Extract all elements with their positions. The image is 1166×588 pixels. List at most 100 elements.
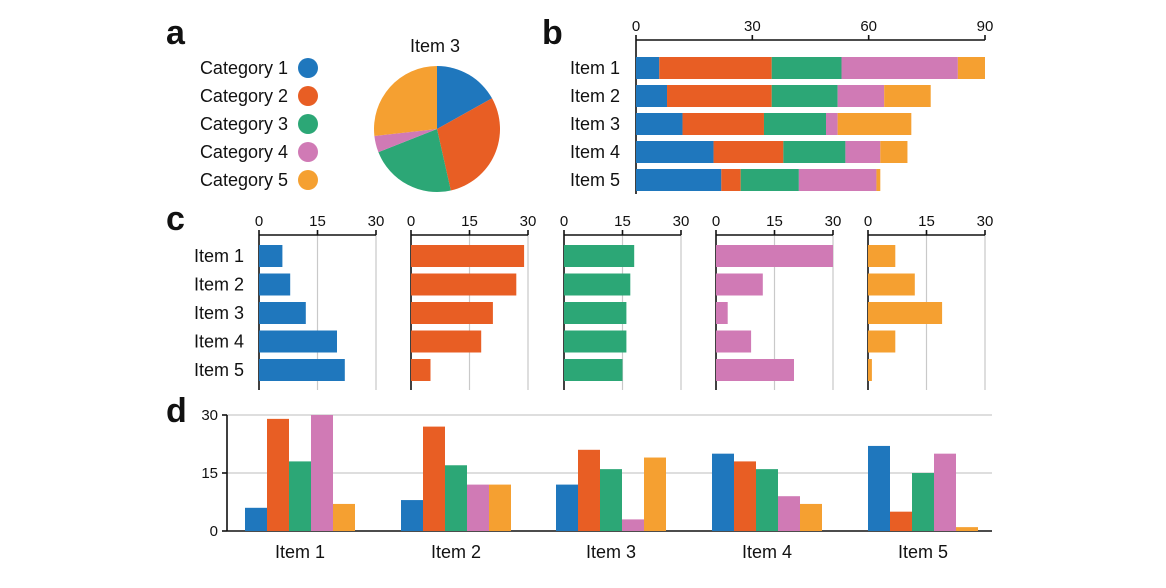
bar (956, 527, 978, 531)
bar (259, 302, 306, 324)
tick-label: 15 (614, 213, 631, 230)
panel-letter-d: d (166, 392, 187, 430)
legend-label: Category 5 (200, 170, 288, 190)
category-label: Item 2 (431, 542, 481, 562)
legend-label: Category 2 (200, 86, 288, 106)
bar (868, 245, 896, 267)
bar (716, 330, 752, 353)
panel-c-small-multiples: Item 1 Item 2 Item 3 Item 4 Item 5 0 15 30 0 15 30… (194, 213, 993, 390)
bar (716, 302, 728, 324)
category-label: Item 4 (570, 142, 620, 162)
bar (578, 449, 600, 531)
bar (716, 245, 833, 267)
small-multiple-panel: 0 15 30 (407, 213, 537, 390)
bar (259, 330, 337, 353)
category-label: Item 4 (194, 332, 244, 352)
bar (934, 453, 956, 531)
stacked-bar (876, 169, 881, 191)
bar (401, 500, 423, 531)
pie-slice (437, 66, 493, 129)
stacked-bar (636, 57, 660, 79)
bar (734, 461, 756, 531)
legend-label: Category 3 (200, 114, 288, 134)
category-label: Item 5 (898, 542, 948, 562)
bar (259, 273, 291, 296)
category-label: Item 3 (570, 114, 620, 134)
legend-swatch (298, 170, 318, 190)
category-label: Item 1 (194, 246, 244, 266)
pie-slice (374, 129, 437, 153)
panel-b-stacked-bars: 0 30 60 90 Item 1 Item 2 Item 3 Item 4 Item 5 (570, 18, 993, 194)
stacked-bar (740, 169, 799, 191)
panel-d-grouped-bars: 0 15 30 Item 1 Item 2 Item 3 Item 4 Item 5 (201, 407, 992, 562)
bar (564, 302, 627, 324)
legend-swatch (298, 142, 318, 162)
tick-label: 30 (520, 213, 537, 230)
stacked-bar (636, 85, 668, 107)
bar (716, 273, 763, 296)
tick-label: 0 (632, 18, 640, 35)
bar (289, 461, 311, 531)
bar (333, 503, 355, 531)
category-label: Item 3 (586, 542, 636, 562)
panel-letter-b: b (542, 14, 563, 52)
bar (868, 445, 890, 531)
bar (245, 507, 267, 531)
bar (778, 496, 800, 531)
tick-label: 0 (210, 523, 218, 540)
stacked-bar (713, 141, 784, 163)
stacked-bar (841, 57, 958, 79)
bar (411, 302, 493, 324)
category-label: Item 5 (570, 170, 620, 190)
stacked-bar (771, 85, 838, 107)
stacked-bar (636, 141, 714, 163)
stacked-bar (636, 169, 722, 191)
bar (622, 519, 644, 531)
bar (600, 469, 622, 531)
tick-label: 15 (918, 213, 935, 230)
pie-slice (437, 98, 500, 191)
tick-label: 30 (744, 18, 761, 35)
bar (445, 465, 467, 531)
bar (411, 245, 525, 267)
tick-label: 0 (712, 213, 720, 230)
bar (259, 359, 345, 381)
bar (716, 359, 794, 381)
bar (868, 359, 872, 381)
stacked-bar (721, 169, 741, 191)
bar (467, 484, 489, 531)
pie-slices (374, 66, 500, 192)
tick-label: 0 (255, 213, 263, 230)
bar (411, 359, 431, 381)
bar (800, 503, 822, 531)
stacked-bar (771, 57, 842, 79)
bar (564, 245, 635, 267)
category-label: Item 2 (570, 86, 620, 106)
legend-swatch (298, 86, 318, 106)
panel-letter-c: c (166, 200, 185, 238)
bar (868, 302, 943, 324)
bar (411, 273, 517, 296)
stacked-bar (667, 85, 772, 107)
tick-label: 30 (368, 213, 385, 230)
pie-legend: Category 1 Category 2 Category 3 Category 4… (200, 58, 318, 190)
bar (411, 330, 482, 353)
tick-label: 15 (766, 213, 783, 230)
tick-label: 30 (673, 213, 690, 230)
stacked-bar (837, 85, 885, 107)
stacked-bar (845, 141, 881, 163)
bar (890, 511, 912, 531)
stacked-bar (880, 141, 908, 163)
tick-label: 0 (407, 213, 415, 230)
tick-label: 15 (201, 465, 218, 482)
bar (564, 273, 631, 296)
small-multiple-panel: 0 15 30 (712, 213, 841, 390)
tick-label: 30 (201, 407, 218, 424)
bar (868, 330, 896, 353)
tick-label: 90 (977, 18, 994, 35)
bar (489, 484, 511, 531)
stacked-bar (659, 57, 772, 79)
bar (564, 330, 627, 353)
